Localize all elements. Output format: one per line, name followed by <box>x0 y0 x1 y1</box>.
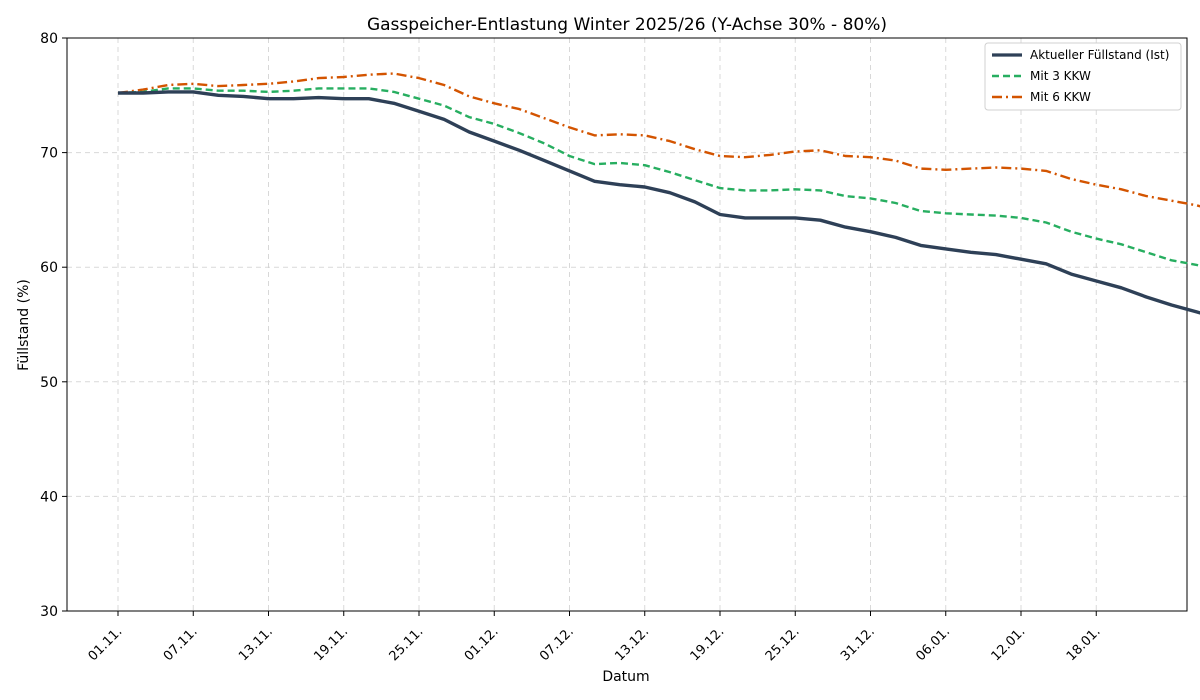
y-tick-label: 70 <box>40 146 58 162</box>
x-axis-ticks: 01.11. 07.11. 13.11. 19.11. 25.11. 01.12. 07.1… <box>86 611 1104 664</box>
x-tick-label: 31.12. <box>838 624 878 664</box>
y-tick-label: 50 <box>40 375 58 391</box>
x-tick-label: 13.12. <box>612 624 652 664</box>
x-tick-label: 25.12. <box>763 624 803 664</box>
y-axis-ticks: 30 40 50 60 70 80 <box>40 31 67 620</box>
x-tick-label: 19.11. <box>311 624 351 664</box>
x-tick-label: 12.01. <box>989 624 1029 664</box>
y-tick-label: 30 <box>40 604 58 620</box>
chart-title: Gasspeicher-Entlastung Winter 2025/26 (Y… <box>367 15 887 35</box>
legend: Aktueller Füllstand (Ist) Mit 3 KKW Mit … <box>984 42 1182 111</box>
y-tick-label: 40 <box>40 489 58 505</box>
x-tick-label: 01.12. <box>462 624 502 664</box>
x-tick-label: 19.12. <box>688 624 728 664</box>
y-tick-label: 80 <box>40 31 58 47</box>
x-tick-label: 25.11. <box>387 624 427 664</box>
legend-box <box>984 42 1182 111</box>
series-layer <box>117 72 1200 315</box>
legend-label-6kkw: Mit 6 KKW <box>1030 90 1091 104</box>
plot-frame <box>66 37 1188 612</box>
series-line-2 <box>117 72 1200 208</box>
legend-label-3kkw: Mit 3 KKW <box>1030 69 1091 83</box>
x-tick-label: 18.01. <box>1064 624 1104 664</box>
series-line-0 <box>118 90 1200 315</box>
y-axis-label: Füllstand (%) <box>16 279 32 371</box>
y-tick-label: 60 <box>40 260 58 276</box>
x-tick-label: 06.01. <box>913 624 953 664</box>
x-tick-label: 01.11. <box>86 624 126 664</box>
series-line-1 <box>117 87 1200 268</box>
legend-label-actual: Aktueller Füllstand (Ist) <box>1030 48 1169 62</box>
x-tick-label: 13.11. <box>236 624 276 664</box>
grid <box>67 38 1187 611</box>
x-tick-label: 07.12. <box>537 624 577 664</box>
x-tick-label: 07.11. <box>161 624 201 664</box>
x-axis-label: Datum <box>602 669 649 685</box>
